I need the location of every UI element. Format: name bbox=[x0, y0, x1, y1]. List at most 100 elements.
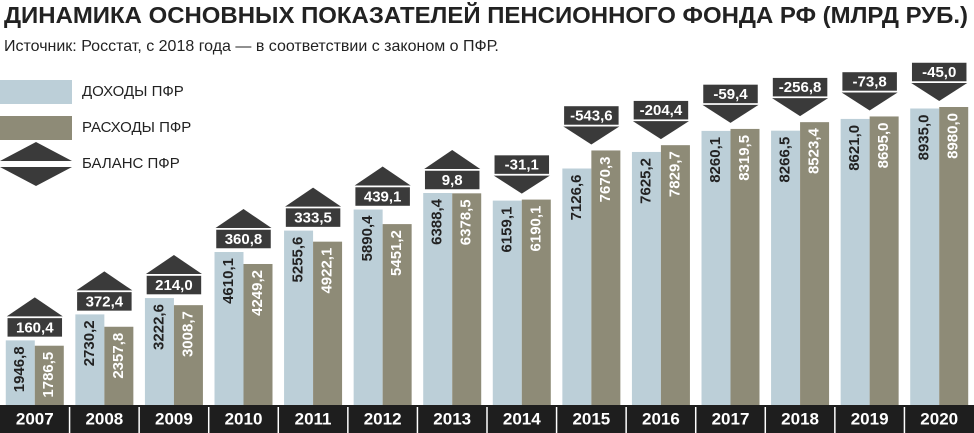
bar bbox=[730, 128, 760, 406]
legend-label: ДОХОДЫ ПФР bbox=[82, 83, 184, 100]
bar bbox=[910, 108, 940, 405]
balance-box bbox=[562, 104, 621, 127]
value-label: 5890,4 bbox=[359, 215, 376, 262]
balance-arrow bbox=[285, 187, 342, 207]
x-tick-label: 2010 bbox=[225, 409, 263, 428]
bar bbox=[173, 305, 203, 405]
value-label: 7126,6 bbox=[568, 175, 585, 221]
value-label: 8621,0 bbox=[846, 125, 863, 171]
balance-box bbox=[214, 228, 273, 250]
value-label: 2730,2 bbox=[81, 320, 98, 366]
bar bbox=[869, 116, 899, 405]
value-label: 8319,5 bbox=[736, 135, 753, 181]
bar bbox=[452, 193, 482, 405]
bar bbox=[243, 263, 273, 405]
value-label: 5451,2 bbox=[388, 230, 405, 276]
legend-swatch bbox=[0, 116, 72, 140]
bar bbox=[214, 252, 244, 405]
bar bbox=[382, 224, 412, 405]
value-label: 7625,2 bbox=[637, 158, 654, 204]
balance-box bbox=[771, 76, 829, 98]
value-label: 1946,8 bbox=[11, 346, 28, 392]
x-tick-label: 2013 bbox=[433, 409, 471, 428]
value-label: 8935,0 bbox=[916, 114, 933, 160]
balance-box bbox=[145, 274, 203, 296]
bar bbox=[492, 200, 522, 405]
x-tick-label: 2018 bbox=[781, 409, 819, 428]
balance-label: -31,1 bbox=[505, 157, 539, 174]
bar bbox=[75, 314, 105, 405]
balance-arrow bbox=[702, 104, 759, 123]
value-label: 8523,4 bbox=[806, 128, 823, 175]
balance-box bbox=[75, 290, 134, 313]
legend-swatch bbox=[0, 80, 72, 104]
value-label: 7670,3 bbox=[597, 156, 614, 202]
bar bbox=[591, 150, 621, 405]
balance-label: -73,8 bbox=[853, 73, 887, 90]
legend-label: БАЛАНС ПФР bbox=[82, 155, 180, 172]
bar bbox=[771, 130, 801, 405]
bar bbox=[660, 145, 690, 405]
value-label: 6388,4 bbox=[429, 198, 446, 245]
value-label: 7829,7 bbox=[666, 151, 683, 197]
balance-box bbox=[701, 83, 760, 105]
balance-arrow bbox=[354, 166, 411, 186]
bar bbox=[701, 130, 731, 405]
x-tick-label: 2019 bbox=[851, 409, 889, 428]
value-label: 8695,0 bbox=[875, 122, 892, 168]
balance-label: 372,4 bbox=[86, 293, 124, 310]
bar bbox=[34, 345, 64, 405]
balance-box bbox=[632, 99, 690, 121]
balance-label: -204,4 bbox=[640, 102, 683, 119]
balance-label: 360,8 bbox=[225, 231, 263, 248]
bar bbox=[5, 340, 35, 405]
value-label: 8980,0 bbox=[945, 113, 962, 159]
x-tick-label: 2007 bbox=[16, 409, 54, 428]
bar bbox=[800, 122, 830, 405]
balance-label: 439,1 bbox=[364, 188, 402, 205]
x-tick-label: 2020 bbox=[920, 409, 958, 428]
balance-box bbox=[493, 153, 551, 176]
bar bbox=[313, 241, 343, 405]
value-label: 3008,7 bbox=[179, 311, 196, 357]
bar bbox=[423, 193, 453, 405]
balance-box bbox=[840, 70, 899, 93]
bar bbox=[144, 298, 174, 405]
balance-label: -45,0 bbox=[922, 64, 956, 81]
balance-label: 160,4 bbox=[16, 319, 54, 336]
balance-arrow bbox=[424, 150, 481, 170]
balance-box bbox=[353, 185, 412, 208]
balance-box bbox=[910, 61, 968, 83]
x-tick-label: 2014 bbox=[503, 409, 541, 428]
x-tick-label: 2017 bbox=[712, 409, 750, 428]
balance-label: 9,8 bbox=[442, 172, 463, 189]
balance-box bbox=[423, 169, 481, 191]
bar bbox=[562, 168, 592, 405]
legend-swatch bbox=[0, 167, 72, 186]
legend-label: РАСХОДЫ ПФР bbox=[82, 119, 191, 136]
balance-box bbox=[6, 316, 64, 339]
balance-arrow bbox=[493, 175, 550, 194]
bar bbox=[631, 151, 661, 405]
x-tick-label: 2011 bbox=[295, 409, 332, 428]
value-label: 6378,5 bbox=[458, 199, 475, 245]
value-label: 8260,1 bbox=[707, 137, 724, 183]
value-label: 8266,5 bbox=[777, 137, 794, 183]
balance-arrow bbox=[772, 98, 829, 117]
x-tick-label: 2008 bbox=[85, 409, 123, 428]
value-label: 4610,1 bbox=[220, 258, 237, 304]
x-tick-label: 2015 bbox=[572, 409, 610, 428]
x-tick-label: 2009 bbox=[155, 409, 193, 428]
value-label: 6159,1 bbox=[498, 207, 515, 253]
balance-label: 214,0 bbox=[155, 277, 193, 294]
balance-label: -543,6 bbox=[570, 107, 613, 124]
bar bbox=[353, 209, 383, 405]
balance-arrow bbox=[145, 255, 202, 275]
balance-arrow bbox=[76, 271, 133, 291]
bar bbox=[521, 199, 551, 405]
value-label: 1786,5 bbox=[40, 352, 57, 398]
balance-arrow bbox=[632, 121, 689, 140]
bar bbox=[840, 118, 870, 405]
balance-label: -256,8 bbox=[779, 79, 822, 96]
